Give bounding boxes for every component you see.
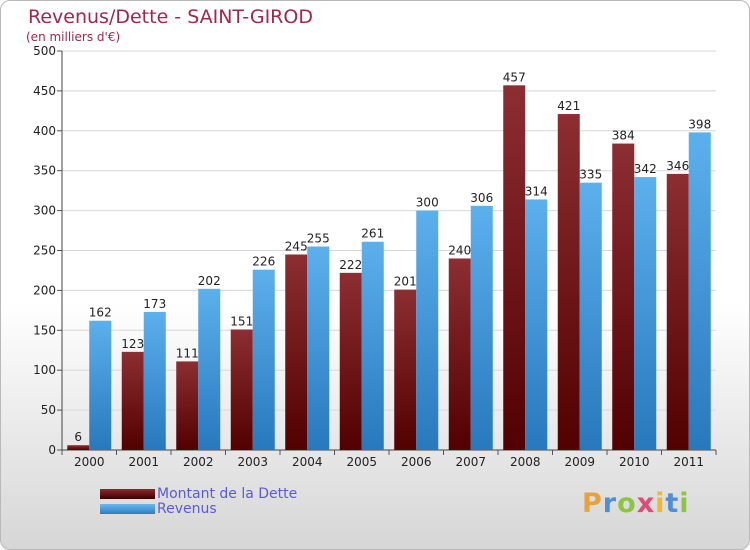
y-tick-label: 450 xyxy=(33,84,56,98)
bar-revenus xyxy=(89,320,112,450)
bar-revenus xyxy=(688,132,711,450)
data-label: 245 xyxy=(285,239,308,253)
bar-dette xyxy=(612,143,635,450)
logo-letter: r xyxy=(602,488,618,519)
bar-dette xyxy=(503,85,526,451)
y-tick-label: 350 xyxy=(33,164,56,178)
data-label: 314 xyxy=(525,184,548,198)
x-tick-label: 2010 xyxy=(619,455,650,469)
data-label: 335 xyxy=(579,168,602,182)
legend-item-revenus: Revenus xyxy=(100,500,297,517)
y-tick-label: 300 xyxy=(33,204,56,218)
bar-revenus xyxy=(579,182,602,451)
legend-swatch-revenus xyxy=(100,503,155,514)
data-label: 421 xyxy=(557,99,580,113)
bar-dette xyxy=(67,445,90,450)
y-tick-label: 200 xyxy=(33,283,56,297)
bar-dette xyxy=(121,351,144,450)
data-label: 151 xyxy=(230,315,253,329)
legend-label-dette: Montant de la Dette xyxy=(157,485,298,502)
y-tick-label: 150 xyxy=(33,323,56,337)
logo-letter: i xyxy=(655,488,666,519)
data-label: 162 xyxy=(89,306,112,320)
y-tick-label: 400 xyxy=(33,124,56,138)
bar-dette xyxy=(339,272,362,450)
x-tick-label: 2003 xyxy=(237,455,268,469)
legend: Montant de la Dette Revenus xyxy=(100,485,298,517)
data-label: 240 xyxy=(448,243,471,257)
data-label: 306 xyxy=(470,191,493,205)
data-label: 261 xyxy=(361,227,384,241)
x-tick-label: 2006 xyxy=(401,455,432,469)
logo-letter: P xyxy=(582,488,603,519)
x-tick-label: 2008 xyxy=(510,455,541,469)
x-tick-label: 2011 xyxy=(673,455,704,469)
x-tick-label: 2000 xyxy=(74,455,105,469)
y-tick-label: 100 xyxy=(33,363,56,377)
y-tick-label: 500 xyxy=(33,44,56,58)
legend-swatch-dette xyxy=(100,488,155,499)
logo-letter: t xyxy=(665,488,680,519)
chart-title: Revenus/Dette - SAINT-GIROD xyxy=(28,6,313,28)
data-label: 202 xyxy=(198,274,221,288)
data-label: 346 xyxy=(666,159,689,173)
logo-letter: o xyxy=(617,488,637,519)
bar-revenus xyxy=(634,177,657,451)
bar-revenus xyxy=(361,241,384,450)
bar-revenus xyxy=(525,199,548,450)
legend-item-dette: Montant de la Dette xyxy=(100,485,298,502)
logo-letter: x xyxy=(636,488,656,519)
data-label: 201 xyxy=(394,275,417,289)
data-label: 6 xyxy=(74,430,82,444)
bar-dette xyxy=(448,258,471,450)
x-tick-label: 2009 xyxy=(564,455,595,469)
bar-dette xyxy=(666,173,689,450)
x-tick-label: 2005 xyxy=(346,455,377,469)
data-label: 457 xyxy=(503,70,526,84)
x-tick-label: 2002 xyxy=(183,455,214,469)
data-label: 300 xyxy=(416,196,439,210)
bar-dette xyxy=(394,289,417,450)
data-label: 342 xyxy=(634,162,657,176)
bar-revenus xyxy=(470,205,493,450)
data-label: 398 xyxy=(688,117,711,131)
data-label: 384 xyxy=(612,129,635,143)
bar-revenus xyxy=(252,269,275,450)
bar-dette xyxy=(557,114,580,451)
bar-dette xyxy=(176,361,199,450)
data-label: 111 xyxy=(176,346,199,360)
data-label: 123 xyxy=(121,337,144,351)
y-tick-label: 0 xyxy=(48,443,56,457)
y-tick-label: 250 xyxy=(33,244,56,258)
bar-revenus xyxy=(198,288,221,450)
x-tick-label: 2004 xyxy=(292,455,323,469)
logo-letter: i xyxy=(679,488,690,519)
bar-dette xyxy=(285,254,308,450)
bar-dette xyxy=(230,329,253,450)
data-label: 255 xyxy=(307,232,330,246)
bar-revenus xyxy=(416,210,439,450)
x-tick-label: 2001 xyxy=(128,455,159,469)
bar-revenus xyxy=(143,311,166,450)
proxiti-logo: Proxiti xyxy=(582,488,690,519)
chart-subtitle: (en milliers d'€) xyxy=(26,30,121,44)
data-label: 226 xyxy=(252,255,275,269)
data-label: 173 xyxy=(143,297,166,311)
bar-revenus xyxy=(307,246,330,450)
legend-label-revenus: Revenus xyxy=(157,500,217,517)
data-label: 222 xyxy=(339,258,362,272)
x-tick-label: 2007 xyxy=(455,455,486,469)
y-tick-label: 50 xyxy=(41,403,56,417)
